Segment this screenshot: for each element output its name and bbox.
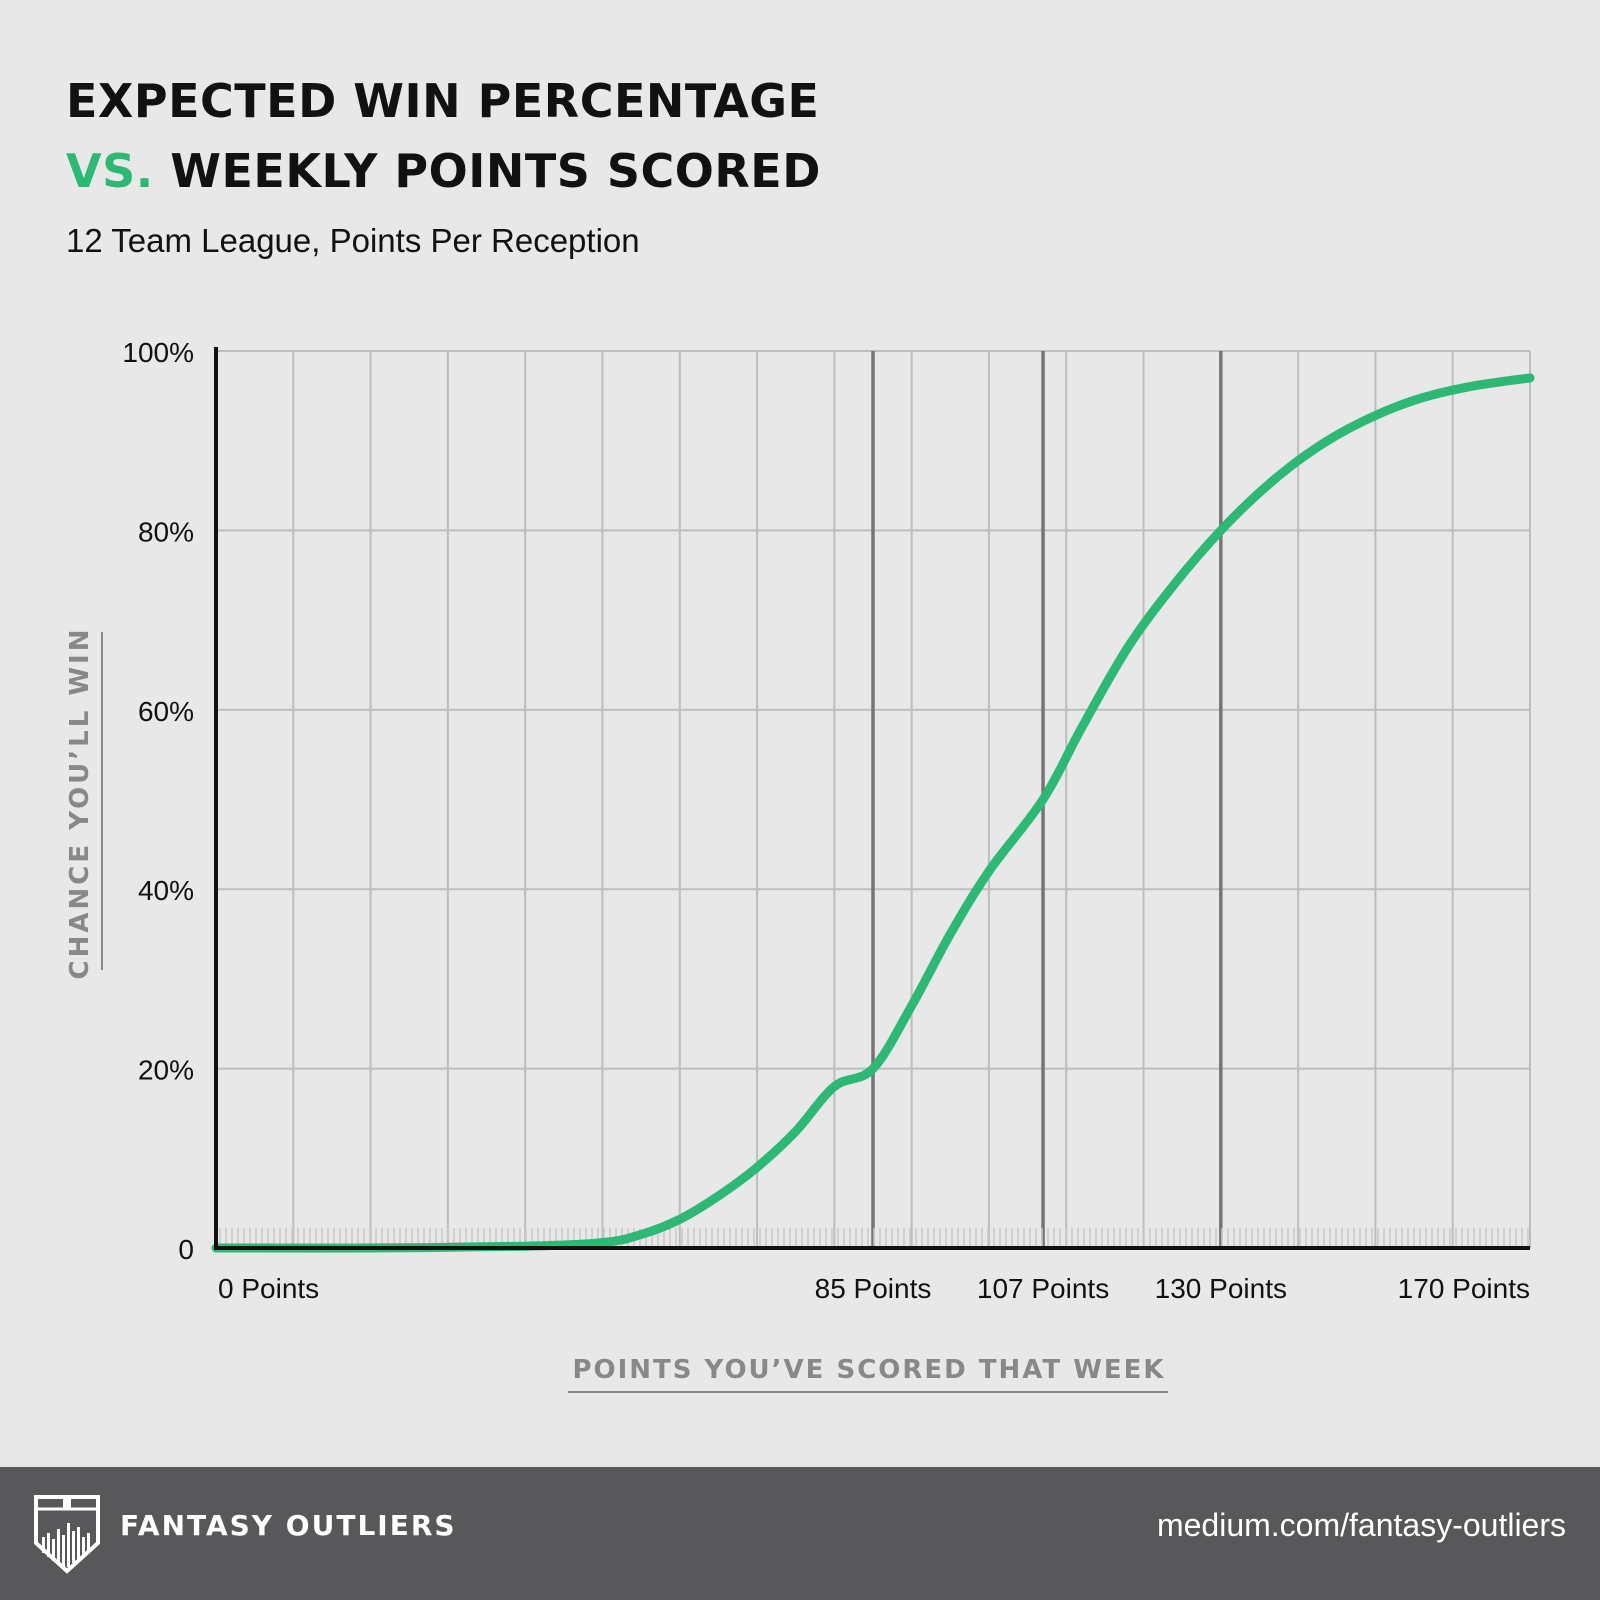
y-tick-label: 20% [138, 1055, 194, 1086]
x-axis-title: POINTS YOU’VE SCORED THAT WEEK [572, 1355, 1165, 1385]
title-line-2: WEEKLY POINTS SCORED [170, 144, 821, 198]
chart-title: EXPECTED WIN PERCENTAGE VS. WEEKLY POINT… [66, 66, 821, 206]
footer-bar: FANTASY OUTLIERS medium.com/fantasy-outl… [0, 1467, 1600, 1600]
footer-url[interactable]: medium.com/fantasy-outliers [1156, 1507, 1566, 1543]
y-axis-title-group: CHANCE YOU’LL WIN [65, 627, 103, 980]
title-accent: VS. [66, 144, 154, 198]
shield-bars-icon [34, 1495, 100, 1574]
y-tick-label: 60% [138, 696, 194, 727]
x-tick-label: 85 Points [815, 1273, 932, 1304]
y-axis-title: CHANCE YOU’LL WIN [65, 627, 95, 980]
minor-ticks [219, 1228, 1529, 1248]
y-tick-labels: 0 20% 40% 60% 80% 100% [122, 337, 194, 1265]
x-tick-label: 130 Points [1155, 1273, 1287, 1304]
x-tick-label: 107 Points [977, 1273, 1109, 1304]
y-tick-label: 0 [178, 1234, 194, 1265]
x-tick-label: 0 Points [218, 1273, 319, 1304]
x-axis-title-group: POINTS YOU’VE SCORED THAT WEEK [568, 1355, 1168, 1393]
x-tick-label: 170 Points [1398, 1273, 1530, 1304]
y-tick-label: 40% [138, 875, 194, 906]
win-probability-curve [211, 373, 1535, 1253]
y-tick-label: 80% [138, 516, 194, 547]
y-tick-label: 100% [122, 337, 194, 368]
title-line-1: EXPECTED WIN PERCENTAGE [66, 74, 820, 128]
win-percentage-chart: 0 20% 40% 60% 80% 100% 0 Points 85 Points 107 P… [65, 337, 1535, 1393]
brand-name: FANTASY OUTLIERS [120, 1509, 457, 1542]
chart-subtitle: 12 Team League, Points Per Reception [66, 222, 640, 259]
x-tick-labels: 0 Points 85 Points 107 Points 130 Points 170… [218, 1273, 1530, 1304]
